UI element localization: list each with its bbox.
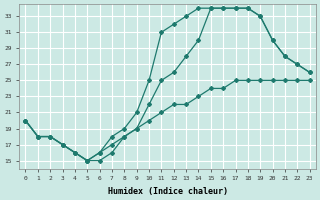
X-axis label: Humidex (Indice chaleur): Humidex (Indice chaleur): [108, 187, 228, 196]
